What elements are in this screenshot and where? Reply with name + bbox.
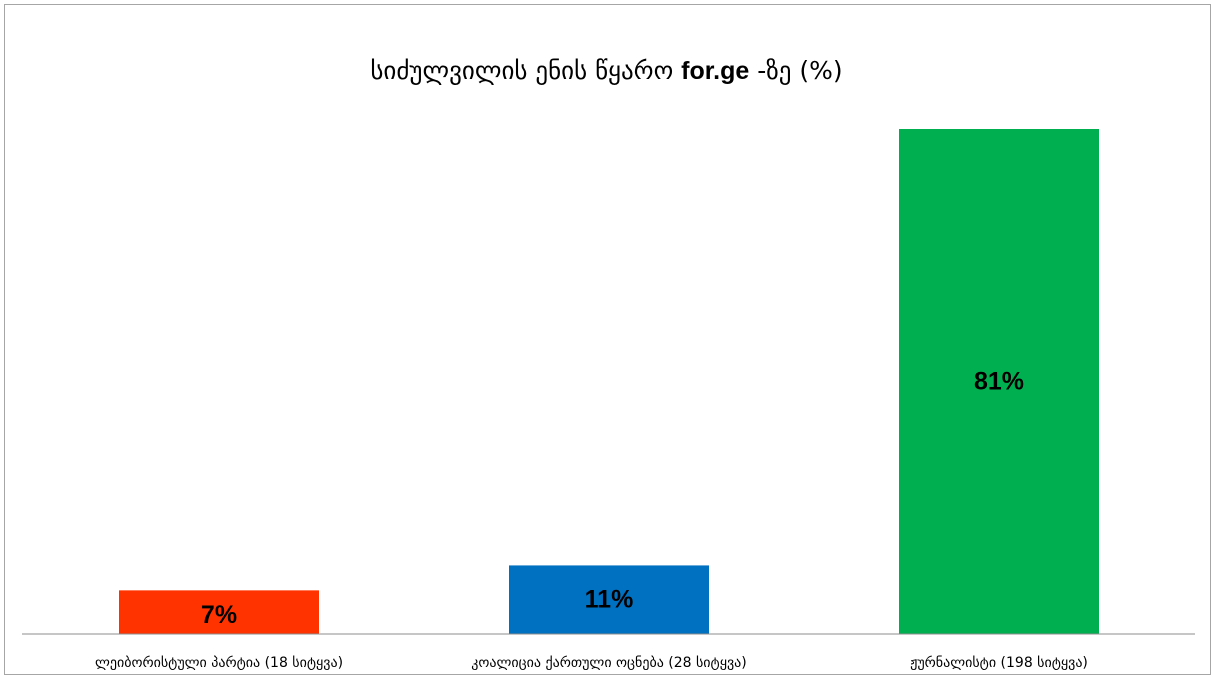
data-label-1: 7% (201, 601, 237, 629)
category-label-2: კოალიცია ქართული ოცნება (28 სიტყვა) (471, 654, 746, 671)
category-label-3: ჟურნალისტი (198 სიტყვა) (910, 654, 1088, 671)
bar-1 (119, 590, 319, 634)
chart-title-suffix: -ზე (%) (749, 56, 843, 85)
chart-title-site: for.ge (681, 57, 750, 85)
data-label-2: 11% (585, 586, 634, 614)
category-labels-layer: ლეიბორისტული პარტია (18 სიტყვა) კოალიცია … (95, 654, 1088, 671)
bars-layer: 7% 11% 81% (119, 129, 1099, 634)
chart-title: სიძულვილის ენის წყარო for.ge -ზე (%) (0, 56, 1213, 86)
chart-title-prefix: სიძულვილის ენის წყარო (370, 56, 682, 85)
data-label-3: 81% (974, 368, 1024, 396)
category-label-1: ლეიბორისტული პარტია (18 სიტყვა) (95, 654, 343, 671)
bar-2 (509, 565, 709, 634)
bar-3 (899, 129, 1099, 634)
